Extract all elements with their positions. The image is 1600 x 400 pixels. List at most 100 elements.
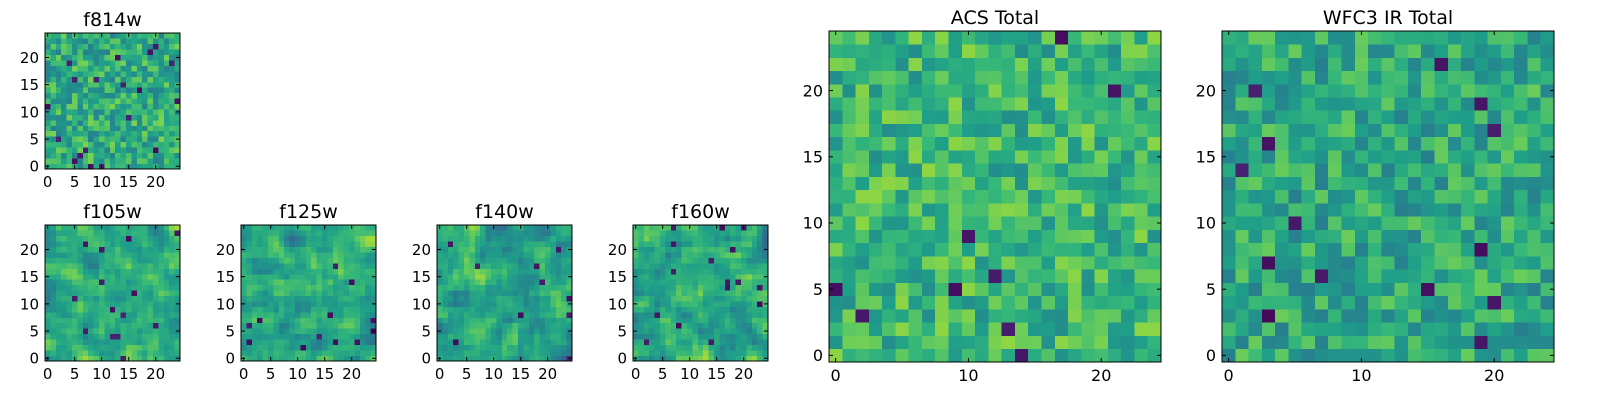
heatmap-cell (163, 38, 170, 45)
heatmap-cell (496, 290, 503, 297)
heatmap-cell (469, 230, 476, 237)
heatmap-cell (988, 335, 1002, 350)
heatmap-cell (555, 306, 562, 313)
heatmap-cell (842, 335, 856, 350)
heatmap-cell (908, 123, 923, 138)
heatmap-cell (633, 290, 639, 297)
heatmap-cell (109, 263, 116, 269)
heatmap-cell (935, 242, 949, 257)
x-tick-label: 0 (831, 366, 841, 385)
heatmap-cell (751, 295, 758, 302)
heatmap-cell (126, 257, 132, 264)
heatmap-cell (534, 279, 540, 286)
heatmap-cell (120, 158, 127, 164)
heatmap-cell (169, 268, 175, 275)
heatmap-cell (935, 110, 949, 124)
heatmap-cell (730, 257, 736, 264)
heatmap-cell (654, 350, 661, 356)
heatmap-cell (643, 257, 650, 264)
x-tick-label: 5 (658, 365, 668, 383)
heatmap-cell (311, 257, 317, 264)
heatmap-cell (442, 295, 449, 302)
heatmap-cell (120, 163, 127, 170)
heatmap-cell (241, 290, 247, 297)
heatmap-cell (93, 301, 100, 307)
heatmap-cell (174, 92, 181, 99)
heatmap-cell (1394, 256, 1409, 270)
heatmap-cell (268, 235, 274, 242)
heatmap-cell (855, 57, 870, 72)
heatmap-cell (491, 246, 497, 253)
heatmap-cell (1328, 176, 1342, 191)
heatmap-cell (442, 241, 449, 248)
heatmap-cell (714, 268, 720, 275)
heatmap-cell (82, 76, 89, 83)
heatmap-cell (1261, 123, 1276, 138)
heatmap-cell (633, 268, 639, 275)
heatmap-cell (643, 344, 650, 351)
heatmap-cell (66, 54, 73, 61)
heatmap-cell (507, 317, 513, 324)
heatmap-cell (708, 252, 715, 258)
heatmap-cell (169, 317, 175, 324)
heatmap-cell (1354, 256, 1369, 270)
heatmap-cell (1514, 136, 1528, 151)
heatmap-cell (1288, 322, 1302, 336)
heatmap-cell (447, 355, 454, 362)
heatmap-cell (1314, 269, 1329, 283)
heatmap-cell (1461, 110, 1475, 124)
heatmap-cell (169, 306, 175, 313)
heatmap-cell (158, 263, 165, 269)
heatmap-cell (66, 103, 73, 110)
heatmap-cell (1121, 110, 1135, 124)
heatmap-cell (566, 322, 573, 329)
heatmap-cell (50, 141, 57, 148)
heatmap-cell (1054, 203, 1069, 217)
heatmap-cell (469, 322, 476, 329)
heatmap-cell (961, 176, 976, 191)
heatmap-cell (1068, 57, 1082, 72)
heatmap-cell (751, 322, 758, 329)
heatmap-cell (158, 76, 165, 83)
heatmap-cell (1394, 44, 1409, 58)
heatmap-cell (697, 235, 704, 242)
heatmap-cell (882, 269, 896, 283)
y-tick-label: 10 (1196, 214, 1216, 233)
heatmap-cell (633, 257, 639, 264)
heatmap-cell (555, 252, 562, 258)
heatmap-cell (692, 322, 699, 329)
heatmap-cell (437, 344, 443, 351)
heatmap-cell (948, 70, 963, 85)
heatmap-cell (485, 322, 492, 329)
heatmap-cell (365, 279, 371, 286)
heatmap-cell (908, 216, 923, 230)
heatmap-cell (437, 235, 443, 242)
heatmap-cell (147, 317, 154, 324)
heatmap-cell (246, 339, 253, 345)
heatmap-cell (1394, 83, 1409, 98)
heatmap-cell (66, 241, 73, 248)
heatmap-cell (1041, 295, 1056, 310)
heatmap-cell (829, 70, 843, 85)
heatmap-cell (1041, 97, 1056, 111)
heatmap-cell (480, 263, 486, 269)
heatmap-cell (136, 158, 143, 164)
heatmap-cell (496, 257, 503, 264)
heatmap-cell (855, 256, 870, 270)
heatmap-cell (842, 163, 856, 177)
heatmap-cell (534, 230, 540, 237)
heatmap-cell (687, 301, 693, 307)
heatmap-cell (109, 328, 116, 335)
heatmap-cell (453, 344, 459, 351)
heatmap-cell (882, 229, 896, 244)
heatmap-cell (719, 328, 726, 335)
heatmap-cell (708, 284, 715, 291)
heatmap-cell (50, 92, 57, 99)
heatmap-cell (1500, 242, 1515, 257)
heatmap-cell (109, 147, 116, 153)
heatmap-cell (77, 130, 84, 137)
heatmap-cell (746, 339, 753, 345)
heatmap-cell (988, 150, 1002, 164)
heatmap-cell (1028, 322, 1042, 336)
